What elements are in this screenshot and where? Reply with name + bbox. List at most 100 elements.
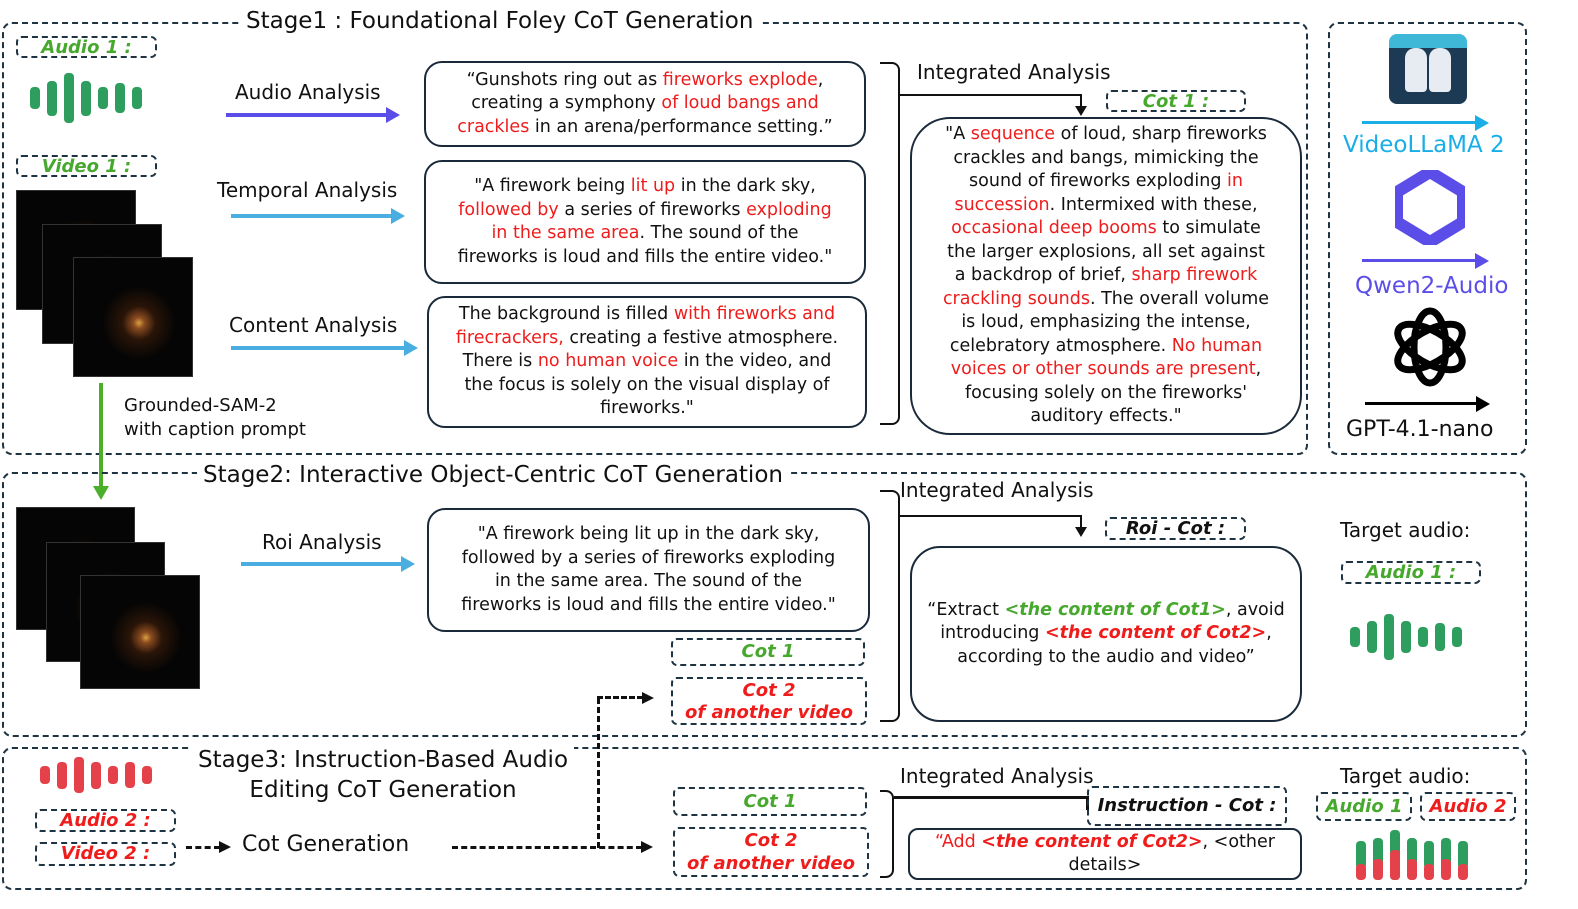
arrow-icon: [99, 383, 103, 488]
highlighted-text: “Add: [935, 832, 982, 852]
arrow-head-icon: [93, 486, 109, 500]
highlighted-text: sharp firework crackling sounds: [942, 265, 1258, 309]
text-segment: , creating a symphony: [471, 69, 824, 114]
arrow-head-icon: [641, 841, 653, 853]
text-segment: a series of fireworks: [558, 199, 747, 220]
roi-analysis-label: Roi Analysis: [262, 530, 382, 554]
arrow-icon: [1365, 396, 1490, 412]
content-analysis-label: Content Analysis: [229, 313, 398, 337]
cot2-box: Cot 2 of another video: [671, 677, 867, 725]
text-segment: , <other details>: [1068, 832, 1275, 875]
box-text: “Extract <the content of Cot1>, avoid in…: [927, 599, 1284, 670]
roi-analysis-box: "A firework being lit up in the dark sky…: [427, 508, 870, 632]
model-name: VideoLLaMA 2: [1343, 132, 1505, 158]
waveform-bar: [132, 86, 142, 110]
target-audio-label: Target audio:: [1340, 518, 1471, 542]
box-text: “Add <the content of Cot2>, <other detai…: [935, 831, 1275, 877]
text-segment: “Gunshots ring out as: [466, 69, 663, 90]
openai-icon: [1388, 305, 1472, 389]
video2-label: Video 2 :: [35, 842, 176, 866]
cot2-box: Cot 2 of another video: [673, 827, 869, 877]
highlighted-text: with fireworks and firecrackers,: [455, 304, 836, 348]
arrow-head-icon: [1075, 527, 1087, 537]
waveform-bar: [1384, 614, 1394, 660]
audio1-label: Audio 1 :: [16, 36, 157, 58]
temporal-analysis-box: "A firework being lit up in the dark sky…: [424, 160, 866, 284]
arrow-head-icon: [642, 692, 654, 704]
stage3-panel: [2, 747, 1527, 890]
text-segment: . Intermixed with these,: [1049, 194, 1258, 215]
highlighted-text: <the content of Cot2>: [1044, 623, 1267, 644]
audio2-label: Audio 2: [1420, 792, 1516, 821]
dashed-arrow-icon: [186, 846, 220, 849]
text-segment: of loud, sharp fireworks crackles and ba…: [953, 124, 1267, 192]
waveform-bar: [1441, 837, 1451, 873]
waveform-bar: [74, 757, 84, 793]
box-text: “Gunshots ring out as fireworks explode,…: [457, 69, 832, 140]
mixed-waveform-icon: [1356, 830, 1476, 880]
waveform-bar: [1458, 841, 1468, 869]
waveform-bar: [57, 761, 67, 789]
connector-line: [900, 515, 1082, 517]
llama-icon: [1389, 34, 1467, 104]
highlighted-text: no human voice: [537, 351, 679, 372]
waveform-bar: [142, 766, 152, 784]
roi-cot-box: “Extract <the content of Cot1>, avoid in…: [910, 546, 1302, 722]
cot-generation-label: Cot Generation: [242, 832, 410, 857]
text-segment: to simulate the larger explosions, all s…: [947, 218, 1265, 286]
waveform-bar: [1407, 859, 1417, 880]
integrated-analysis-label: Integrated Analysis: [900, 764, 1094, 788]
waveform-bar: [1350, 626, 1360, 648]
audio-analysis-label: Audio Analysis: [235, 80, 381, 104]
content-analysis-box: The background is filled with fireworks …: [427, 296, 867, 428]
model-name: Qwen2-Audio: [1355, 273, 1509, 299]
audio1-waveform-icon: [30, 73, 150, 123]
arrow-head-icon: [1075, 106, 1087, 116]
temporal-analysis-label: Temporal Analysis: [217, 178, 398, 202]
audio2-label: Audio 2 :: [35, 809, 176, 832]
box-text: The background is filled with fireworks …: [456, 303, 838, 421]
waveform-bar: [1356, 863, 1366, 880]
arrow-icon: [1362, 115, 1489, 131]
text-segment: "A firework being: [474, 176, 631, 196]
text-segment: in the video, and the focus is solely on…: [464, 351, 832, 419]
waveform-bar: [1373, 859, 1383, 880]
stage1-title: Stage1 : Foundational Foley CoT Generati…: [240, 8, 760, 34]
integrated-analysis-label: Integrated Analysis: [917, 60, 1111, 84]
highlighted-text: in succession: [954, 171, 1243, 215]
text-segment: . The sound of the fireworks is loud and…: [457, 223, 833, 267]
highlighted-text: occasional deep booms: [951, 218, 1157, 239]
roi-frame: [80, 575, 200, 689]
connector-line: [1080, 515, 1082, 529]
dashed-line: [597, 698, 600, 848]
waveform-bar: [1458, 863, 1468, 880]
arrow-head-icon: [219, 841, 231, 853]
waveform-bar: [108, 766, 118, 784]
video-frame: [73, 257, 193, 377]
waveform-bar: [1452, 626, 1462, 648]
cot1-box: Cot 1: [671, 638, 865, 666]
waveform-bar: [125, 762, 135, 788]
model-name: GPT-4.1-nano: [1346, 417, 1494, 442]
bracket: [880, 490, 900, 722]
connector-line: [900, 94, 1082, 96]
qwen-icon: [1391, 164, 1469, 250]
target-waveform-icon: [1350, 614, 1470, 660]
waveform-bar: [91, 761, 101, 789]
waveform-bar: [1356, 841, 1366, 869]
highlighted-text: No human voices or other sounds are pres…: [950, 335, 1263, 380]
arrow-icon: [231, 340, 418, 356]
dashed-arrow-icon: [597, 696, 643, 699]
waveform-bar: [47, 80, 57, 116]
cot1-box: Cot 1: [673, 787, 867, 816]
waveform-bar: [1407, 837, 1417, 873]
arrow-icon: [1362, 253, 1489, 269]
waveform-bar: [40, 766, 50, 784]
waveform-bar: [1424, 841, 1434, 869]
waveform-bar: [81, 80, 91, 116]
text-segment: , according to the audio and video”: [957, 623, 1272, 667]
highlighted-text: of loud bangs and crackles: [457, 93, 819, 137]
integrated-analysis-label: Integrated Analysis: [900, 478, 1094, 502]
connector-line: [1080, 94, 1082, 108]
text-segment: , avoid introducing: [940, 599, 1285, 644]
